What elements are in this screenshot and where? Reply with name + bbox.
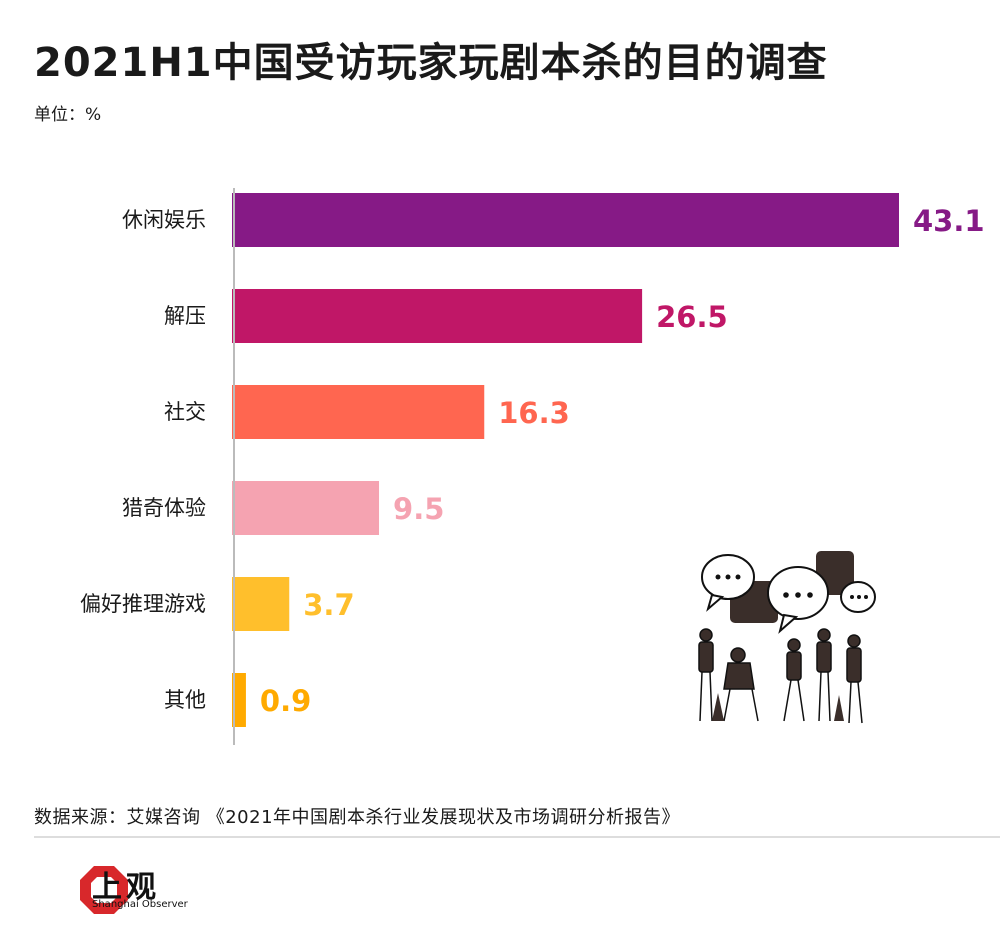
value-label: 9.5 bbox=[393, 492, 444, 526]
value-label: 43.1 bbox=[913, 204, 985, 238]
category-label: 猎奇体验 bbox=[122, 496, 206, 520]
bar bbox=[232, 577, 290, 631]
unit-label: 单位：% bbox=[34, 105, 102, 125]
bar bbox=[232, 673, 246, 727]
bar bbox=[232, 481, 380, 535]
category-label: 解压 bbox=[164, 304, 206, 328]
category-label: 休闲娱乐 bbox=[122, 208, 206, 232]
category-label: 偏好推理游戏 bbox=[80, 592, 206, 616]
value-label: 16.3 bbox=[498, 396, 570, 430]
value-label: 0.9 bbox=[260, 684, 311, 718]
people-chatting-illustration-icon bbox=[698, 551, 876, 724]
value-label: 26.5 bbox=[656, 300, 728, 334]
bar bbox=[232, 289, 643, 343]
category-label: 社交 bbox=[164, 400, 206, 424]
value-label: 3.7 bbox=[303, 588, 354, 622]
category-label: 其他 bbox=[164, 688, 206, 712]
footer-divider bbox=[34, 836, 1000, 838]
bar bbox=[232, 385, 485, 439]
bars-layer: 休闲娱乐 43.1 解压 26.5 社交 16.3 猎奇体验 9.5 偏好推理游戏 3.7 其他 0.… bbox=[80, 193, 985, 727]
bar bbox=[232, 193, 899, 247]
logo-name: 上观 bbox=[92, 870, 160, 905]
data-source: 数据来源：艾媒咨询 《2021年中国剧本杀行业发展现状及市场调研分析报告》 bbox=[34, 807, 681, 828]
bar-chart: 休闲娱乐 43.1 解压 26.5 社交 16.3 猎奇体验 9.5 偏好推理游戏 3.7 其他 0.… bbox=[80, 188, 985, 745]
chart-title: 2021H1中国受访玩家玩剧本杀的目的调查 bbox=[34, 40, 828, 86]
shanghai-observer-logo-icon bbox=[80, 866, 128, 914]
logo-subtitle: Shanghai Observer bbox=[92, 899, 188, 910]
